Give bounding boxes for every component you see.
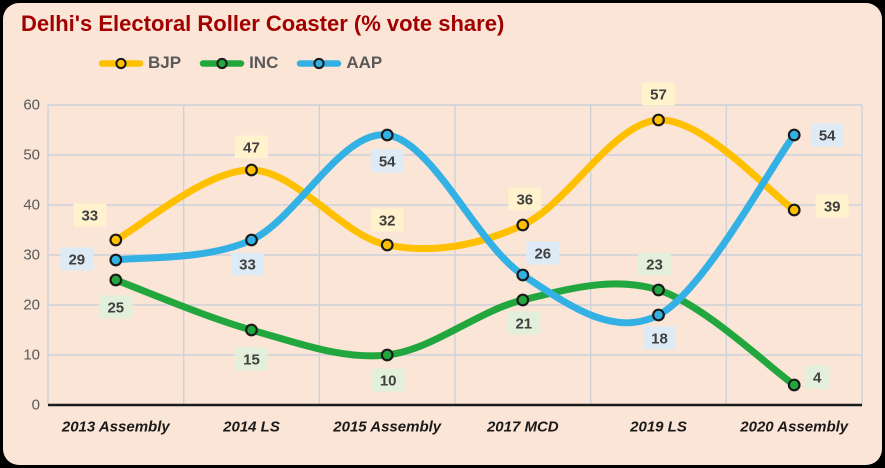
data-point-inc — [245, 323, 258, 337]
data-point-inc — [380, 348, 394, 362]
chart-title: Delhi's Electoral Roller Coaster (% vote… — [21, 11, 505, 36]
x-category-label: 2013 Assembly — [61, 419, 171, 436]
y-tick-label: 30 — [23, 247, 40, 264]
data-label-inc: 15 — [243, 352, 260, 369]
data-label-bg-bjp — [370, 208, 404, 232]
y-tick-label: 20 — [23, 297, 40, 314]
y-tick-label: 0 — [32, 397, 40, 414]
data-point-aap — [516, 268, 530, 282]
data-label-bg-inc — [638, 252, 671, 276]
data-label-bg-inc — [371, 368, 405, 392]
data-point-inc — [109, 273, 123, 287]
data-label-bg-aap — [643, 326, 676, 350]
x-category-label: 2019 LS — [629, 419, 687, 436]
data-point-aap — [652, 308, 665, 322]
x-category-label: 2020 Assembly — [739, 419, 849, 436]
data-label-bjp: 39 — [824, 199, 841, 216]
data-point-bjp — [380, 238, 394, 252]
data-point-aap — [787, 128, 801, 142]
legend-item-bjp: BJP — [98, 53, 181, 73]
data-label-bg-bjp — [235, 135, 268, 159]
x-category-label: 2017 MCD — [486, 419, 559, 436]
data-label-bg-inc — [804, 365, 830, 389]
data-label-bg-inc — [99, 295, 133, 319]
y-tick-label: 10 — [23, 347, 40, 364]
data-label-inc: 10 — [380, 373, 397, 390]
data-label-bjp: 47 — [243, 140, 260, 157]
series-line-bjp — [112, 116, 798, 253]
data-label-inc: 4 — [813, 370, 822, 387]
data-point-bjp — [245, 163, 258, 177]
legend-swatch-aap-icon — [297, 57, 342, 69]
legend-label: INC — [249, 53, 279, 72]
chart-card: Delhi's Electoral Roller Coaster (% vote… — [3, 3, 882, 465]
legend-swatch-inc-icon — [199, 57, 245, 69]
data-label-bjp: 32 — [379, 213, 396, 230]
legend-item-inc: INC — [199, 53, 278, 73]
data-label-aap: 54 — [379, 154, 396, 171]
data-label-bjp: 33 — [81, 208, 98, 225]
data-point-bjp — [652, 113, 665, 127]
legend-swatch-bjp-icon — [98, 57, 144, 69]
data-label-inc: 23 — [646, 257, 663, 274]
legend-label: AAP — [346, 53, 383, 72]
data-label-inc: 25 — [107, 300, 124, 317]
y-tick-label: 50 — [23, 147, 40, 164]
data-label-aap: 18 — [651, 331, 668, 348]
data-label-aap: 54 — [819, 128, 836, 145]
data-label-inc: 21 — [515, 316, 532, 333]
data-point-inc — [516, 293, 530, 307]
data-point-bjp — [787, 203, 801, 217]
data-label-bjp: 36 — [516, 192, 533, 209]
data-label-bg-bjp — [73, 203, 107, 227]
x-category-label: 2014 LS — [222, 419, 280, 436]
data-label-bg-bjp — [508, 187, 542, 211]
data-label-bg-aap — [810, 123, 844, 147]
legend: BJP INC AAP — [98, 53, 382, 73]
data-label-bg-aap — [231, 252, 264, 276]
data-point-aap — [109, 253, 123, 267]
data-label-bg-aap — [60, 247, 94, 271]
data-label-bg-aap — [370, 149, 404, 173]
data-label-bg-aap — [526, 241, 560, 265]
y-tick-label: 40 — [23, 197, 40, 214]
data-label-bg-bjp — [815, 194, 849, 218]
data-label-bg-inc — [507, 311, 541, 335]
data-label-aap: 33 — [239, 257, 256, 274]
data-point-inc — [787, 378, 801, 392]
legend-item-aap: AAP — [296, 53, 382, 73]
data-point-aap — [245, 233, 258, 247]
y-tick-label: 60 — [23, 97, 40, 114]
x-category-label: 2015 Assembly — [332, 419, 442, 436]
data-label-bg-inc — [235, 347, 268, 371]
data-label-aap: 26 — [534, 246, 551, 263]
data-point-aap — [380, 128, 394, 142]
data-point-bjp — [109, 233, 123, 247]
legend-label: BJP — [148, 53, 182, 72]
data-label-aap: 29 — [68, 252, 85, 269]
data-point-inc — [652, 283, 665, 297]
data-label-bg-bjp — [642, 82, 675, 106]
data-label-bjp: 57 — [650, 87, 667, 104]
data-point-bjp — [516, 218, 530, 232]
